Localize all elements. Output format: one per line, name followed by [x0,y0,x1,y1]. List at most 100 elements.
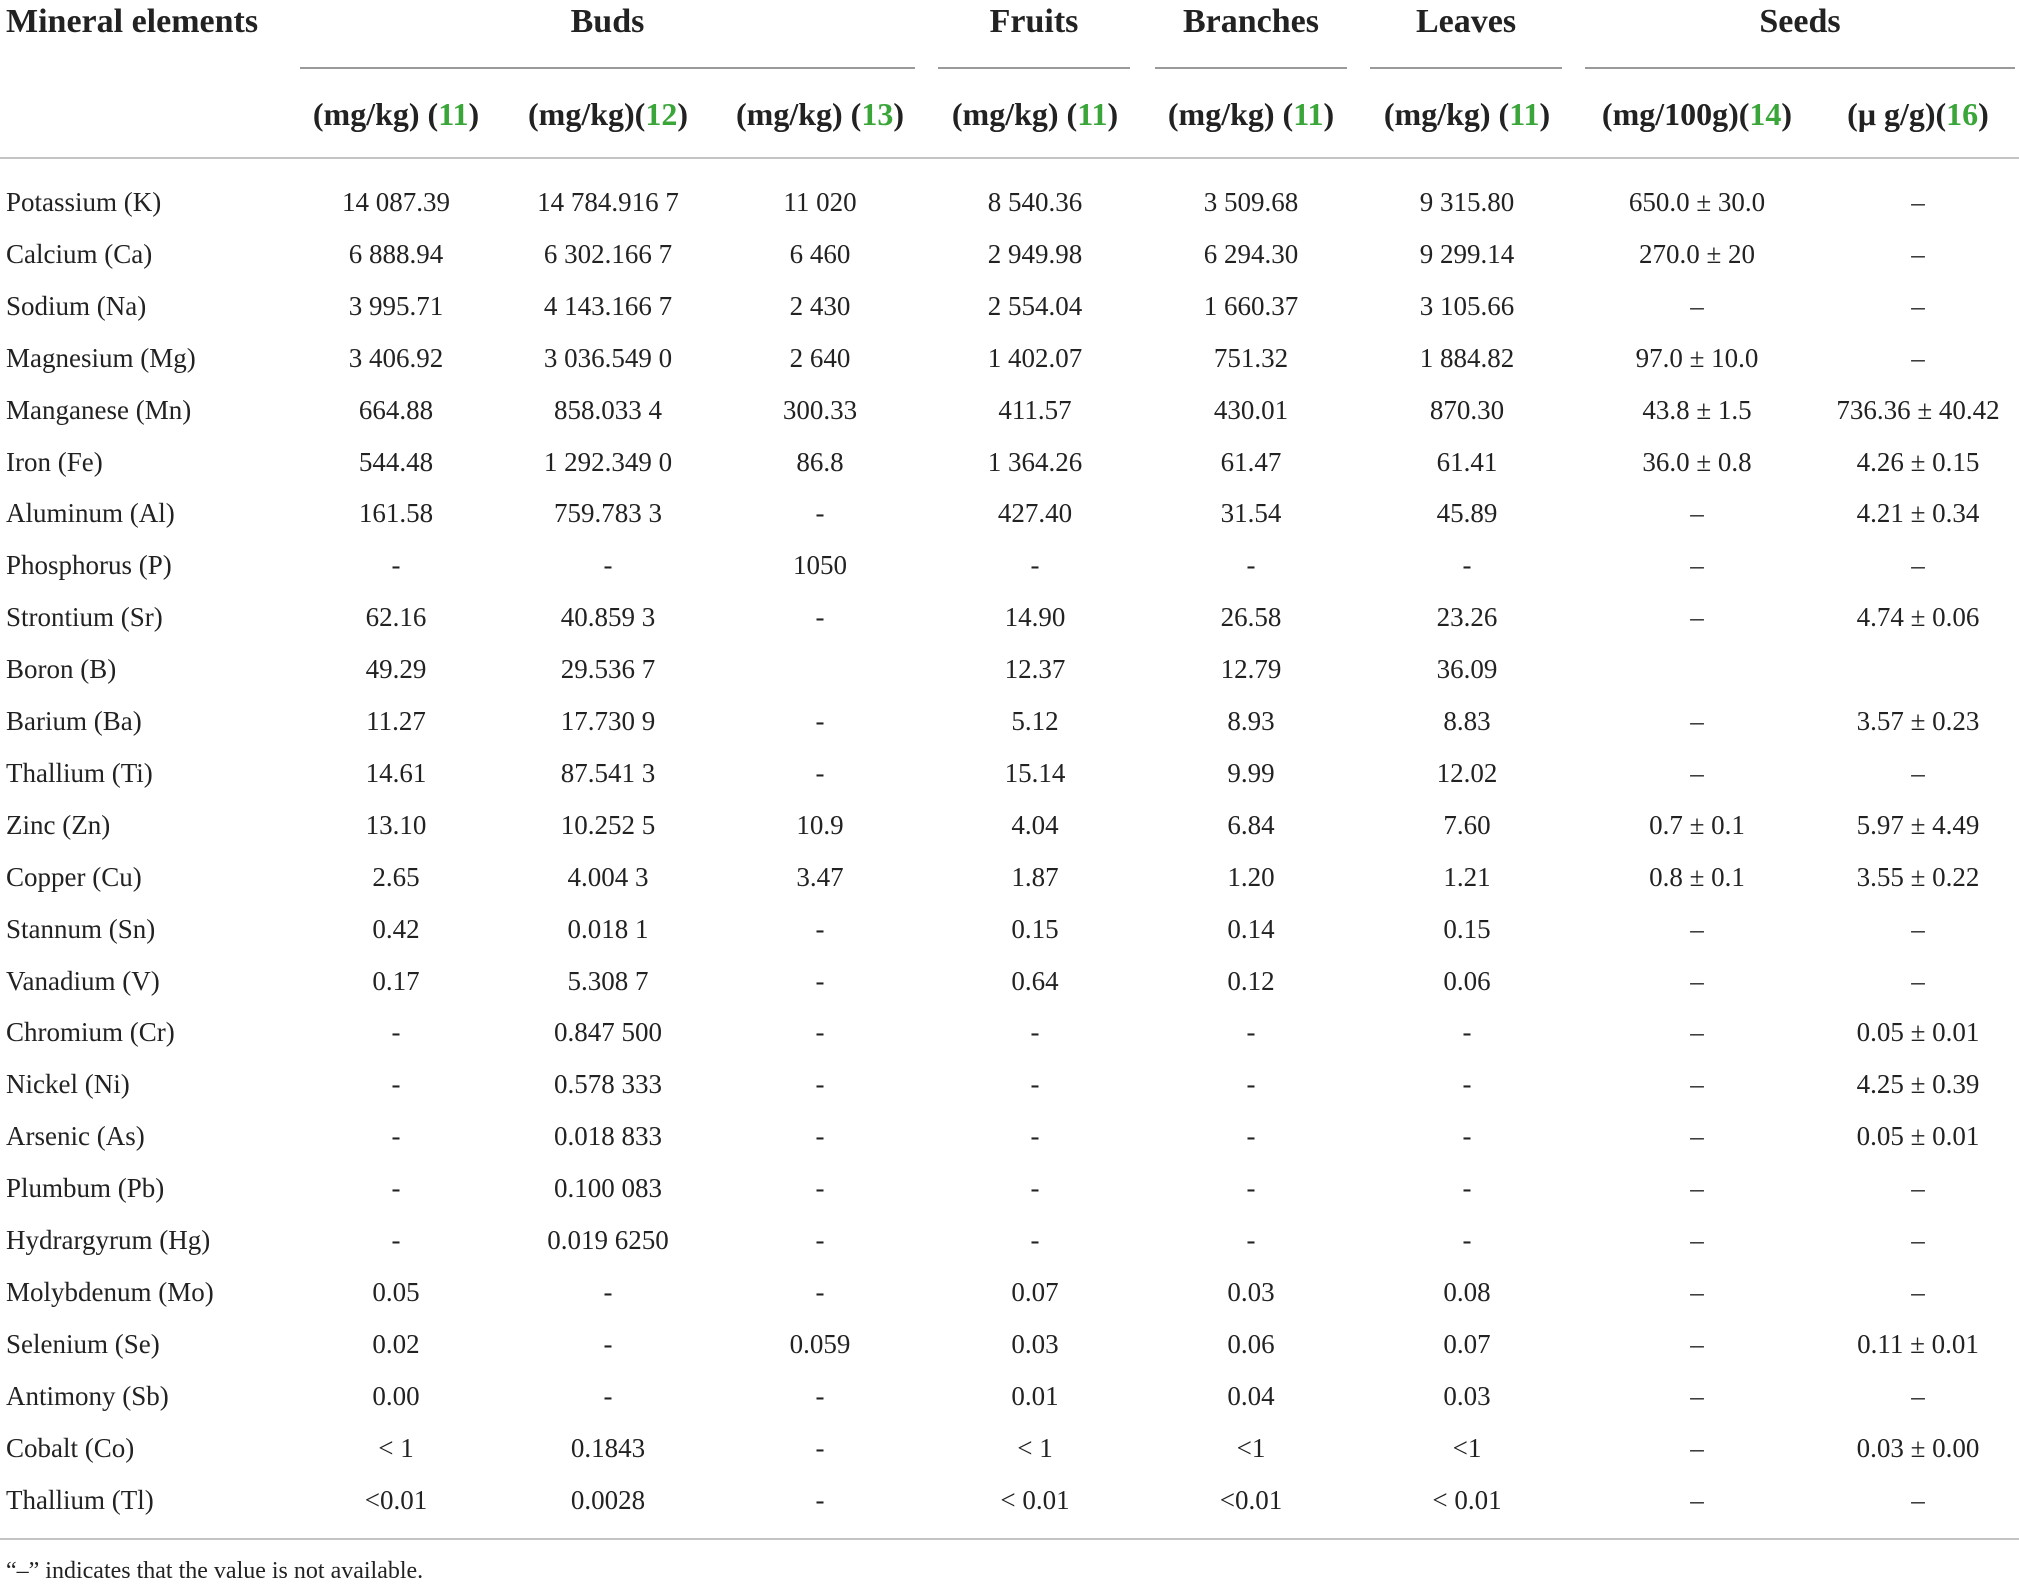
buds-11-cell: 0.05 [372,1276,420,1307]
seeds-16-cell: 4.74 ± 0.06 [1856,602,1980,633]
buds-13-cell: 2 640 [789,342,851,373]
buds-11-cell: 544.48 [358,446,434,477]
buds-11-cell: 2.65 [372,861,420,892]
leaves-cell: - [1462,1069,1472,1100]
reference-link[interactable]: 16 [1946,96,1979,132]
seeds-16-cell: – [1911,913,1925,944]
element-name-cell: Copper (Cu) [6,861,142,892]
element-name-cell: Calcium (Ca) [6,238,153,269]
reference-link[interactable]: 11 [1509,96,1540,132]
element-name-cell: Zinc (Zn) [6,809,111,840]
table-row: Strontium (Sr) 62.16 40.859 3 - 14.90 26.58 23… [0,591,2019,643]
reference-link[interactable]: 11 [1293,96,1324,132]
element-name-cell: Boron (B) [6,654,117,685]
unit-header: (μ g/g)(16) [1847,96,1989,132]
buds-13-cell: 11 020 [783,187,857,217]
table-row: Potassium (K) 14 087.39 14 784.916 7 11 020… [0,176,2019,228]
table-row: Hydrargyrum (Hg) - 0.019 6250 - - - - – – [0,1214,2019,1266]
leaves-cell: <1 [1452,1432,1482,1463]
buds-13-cell: 0.059 [789,1328,851,1359]
buds-13-cell: 10.9 [796,809,844,840]
fruits-cell: 0.15 [1011,913,1059,944]
element-name-cell: Phosphorus (P) [6,550,172,581]
leaves-cell: - [1462,1121,1472,1152]
buds-11-cell: 664.88 [358,394,434,425]
buds-11-cell: <0.01 [364,1484,428,1515]
buds-12-cell: 4.004 3 [567,861,649,892]
buds-12-cell: 29.536 7 [560,654,656,685]
fruits-cell: 1 364.26 [987,446,1083,477]
leaves-cell: - [1462,1017,1472,1048]
buds-11-cell: 3 995.71 [348,290,444,321]
leaves-cell: 9 299.14 [1419,238,1515,269]
table-row: Chromium (Cr) - 0.847 500 - - - - – 0.05 ± 0.01 [0,1006,2019,1058]
buds-11-cell: - [391,1121,401,1152]
seeds-16-cell: 0.11 ± 0.01 [1857,1328,1979,1359]
leaves-cell: 12.02 [1436,757,1498,788]
seeds-14-cell: – [1690,965,1704,996]
leaves-cell: 1 884.82 [1419,342,1515,373]
leaves-cell: - [1462,1225,1472,1255]
unit-label: (μ g/g) [1847,96,1936,132]
seeds-14-cell: – [1690,913,1704,944]
buds-13-cell: 86.8 [796,446,844,477]
buds-13-cell: - [815,1173,825,1204]
leaves-cell: 0.15 [1443,913,1491,944]
unit-label: (mg/kg) [312,96,420,132]
table-row: Copper (Cu) 2.65 4.004 3 3.47 1.87 1.20 1.21 0.… [0,851,2019,903]
fruits-cell: - [1030,1017,1040,1048]
table-row: Thallium (Ti) 14.61 87.541 3 - 15.14 9.99 12.0… [0,747,2019,799]
seeds-14-cell [1574,643,1820,695]
fruits-cell: 1 402.07 [987,342,1083,373]
buds-11-cell: 0.42 [372,913,420,944]
seeds-14-cell: – [1690,1121,1704,1152]
seeds-16-cell: 4.25 ± 0.39 [1856,1069,1980,1100]
element-name-cell: Cobalt (Co) [6,1432,135,1463]
table-row: Nickel (Ni) - 0.578 333 - - - - – 4.25 ± 0.39 [0,1058,2019,1110]
header-branches: Branches [1183,3,1319,40]
leaves-cell: 7.60 [1443,809,1491,840]
leaves-cell: 0.03 [1443,1380,1491,1411]
seeds-16-cell: – [1911,342,1925,373]
unit-label: (mg/kg) [1167,96,1275,132]
reference-link[interactable]: 11 [1077,96,1108,132]
fruits-cell: 12.37 [1004,654,1066,685]
seeds-16-cell [1820,643,2016,695]
buds-13-cell: 1050 [793,550,847,581]
seeds-16-cell: 4.21 ± 0.34 [1856,498,1980,529]
seeds-14-cell: – [1690,706,1704,736]
table-row: Phosphorus (P) - - 1050 - - - – – [0,539,2019,591]
leaves-cell: 3 105.66 [1419,290,1515,321]
rule-fruits [938,67,1130,69]
table-row: Vanadium (V) 0.17 5.308 7 - 0.64 0.12 0.06 – – [0,955,2019,1007]
buds-13-cell: - [815,1276,825,1307]
branches-cell: - [1246,1173,1256,1204]
fruits-cell: 4.04 [1011,809,1059,840]
element-name-cell: Iron (Fe) [6,446,103,477]
unit-header: (mg/kg) (11) [1383,96,1551,132]
leaves-cell: 9 315.80 [1419,187,1515,217]
branches-cell: - [1246,550,1256,581]
seeds-14-cell: – [1690,602,1704,633]
buds-11-cell: 3 406.92 [348,342,444,373]
seeds-16-cell: 736.36 ± 40.42 [1836,394,2000,425]
fruits-cell: 1.87 [1011,861,1059,892]
buds-13-cell: 3.47 [796,861,844,892]
table-footnote: “–” indicates that the value is not avai… [6,1558,424,1584]
table-row: Zinc (Zn) 13.10 10.252 5 10.9 4.04 6.84 7.60 0.… [0,799,2019,851]
branches-cell: 751.32 [1213,342,1289,373]
reference-link[interactable]: 13 [861,96,894,132]
buds-11-cell: - [391,1069,401,1100]
reference-link[interactable]: 14 [1749,96,1782,132]
leaves-cell: 61.41 [1436,446,1498,477]
buds-12-cell: 1 292.349 0 [543,446,673,477]
branches-cell: <0.01 [1219,1484,1283,1515]
table-row: Barium (Ba) 11.27 17.730 9 - 5.12 8.93 8.83 – 3.… [0,695,2019,747]
fruits-cell: - [1030,1069,1040,1100]
branches-cell: 6.84 [1227,809,1275,840]
buds-11-cell: 161.58 [358,498,434,529]
element-name-cell: Vanadium (V) [6,965,160,996]
reference-link[interactable]: 11 [438,96,469,132]
element-name-cell: Chromium (Cr) [6,1017,175,1048]
reference-link[interactable]: 12 [645,96,678,132]
